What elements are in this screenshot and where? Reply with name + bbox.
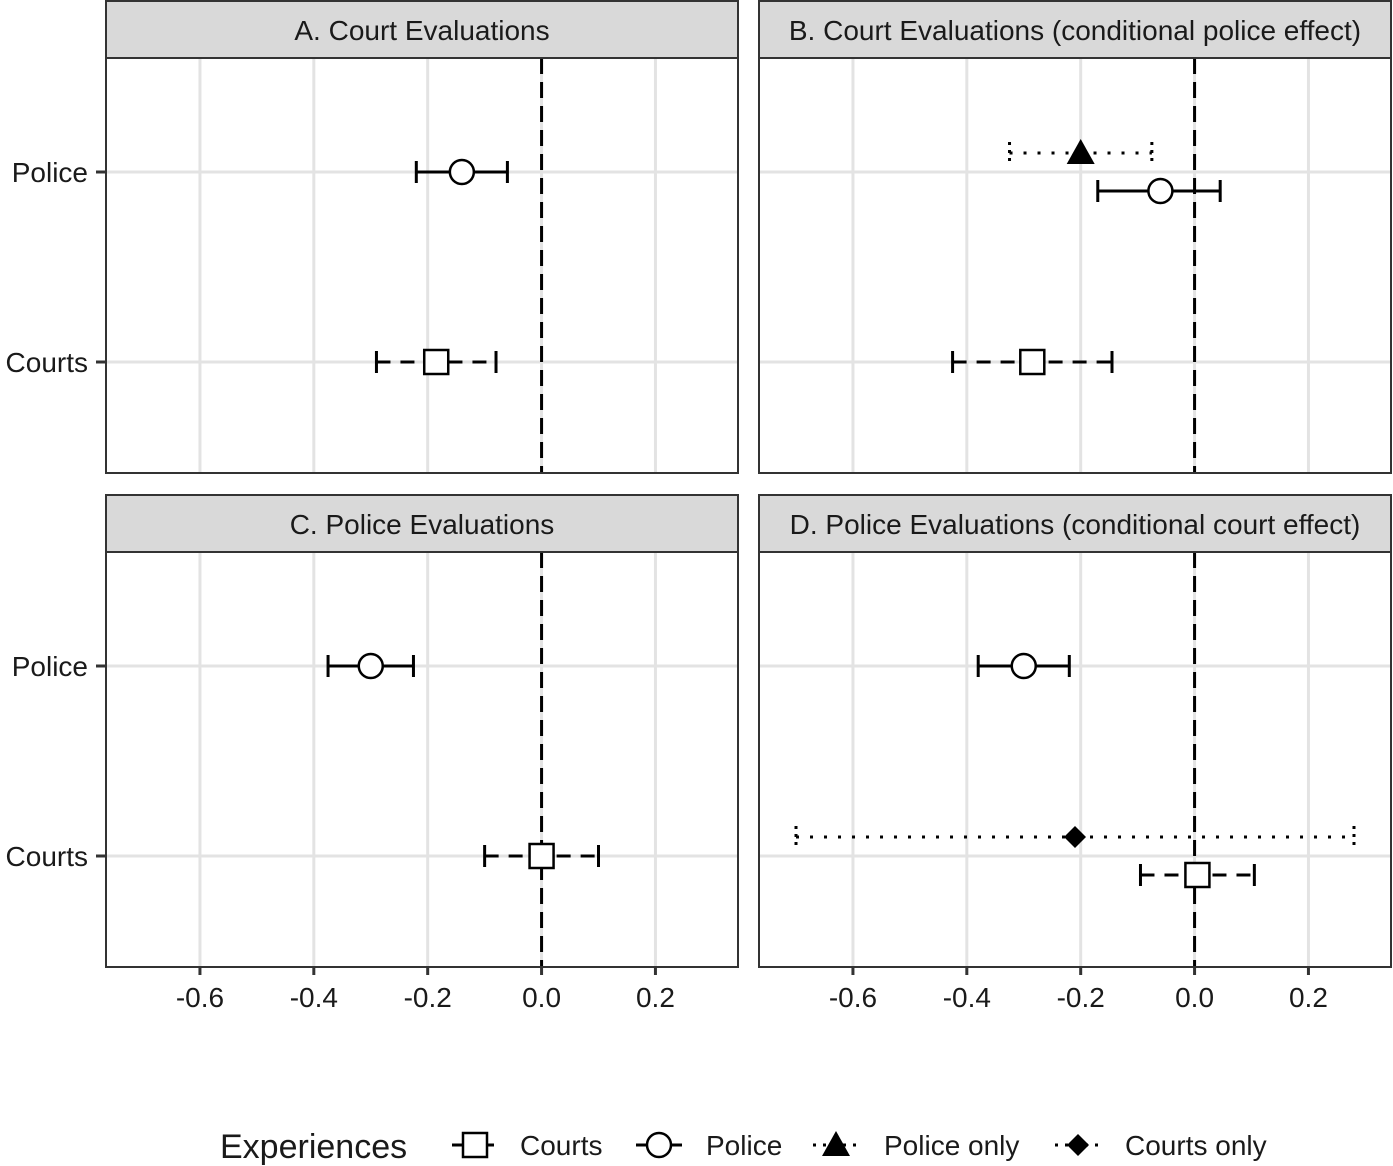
- x-tick-label: -0.6: [176, 982, 224, 1013]
- panel-border: [758, 551, 1392, 968]
- panel-border: [105, 551, 739, 968]
- legend-title: Experiences: [220, 1128, 407, 1166]
- estimate-police: [326, 652, 415, 680]
- circle-marker: [1010, 652, 1038, 680]
- legend-label-courts-only: Courts only: [1125, 1130, 1267, 1161]
- panels-layer: A. Court Evaluations Police Courts B. Court…: [6, 0, 1392, 1013]
- plot-background: [759, 552, 1391, 967]
- panel-strip: [758, 494, 1392, 553]
- legend-label-police: Police: [706, 1130, 782, 1161]
- panel-title: B. Court Evaluations (conditional police…: [789, 15, 1361, 46]
- estimate-police: [414, 158, 509, 186]
- circle-marker: [448, 158, 476, 186]
- x-tick-label: -0.2: [1057, 982, 1105, 1013]
- panel-strip: [758, 0, 1392, 59]
- x-tick-label: -0.2: [404, 982, 452, 1013]
- panel-strip: [105, 494, 739, 553]
- diamond-marker: [1064, 826, 1086, 848]
- plot-background: [106, 58, 738, 473]
- estimate-courts: [951, 348, 1114, 376]
- panel-b: B. Court Evaluations (conditional police…: [758, 0, 1392, 474]
- y-tick-label: Police: [12, 157, 88, 188]
- x-tick-label: -0.4: [290, 982, 338, 1013]
- legend-key-courts-only: [1055, 1134, 1101, 1156]
- estimate-police: [976, 652, 1071, 680]
- diamond-marker: [1067, 1134, 1089, 1156]
- circle-marker: [645, 1131, 673, 1159]
- panel-c: C. Police Evaluations Police Courts -0.6 -0.…: [6, 494, 739, 1013]
- panel-border: [105, 57, 739, 474]
- x-tick-label: 0.0: [1175, 982, 1214, 1013]
- y-tick-label: Police: [12, 651, 88, 682]
- legend-key-courts: [452, 1131, 498, 1159]
- estimate-courts: [483, 842, 601, 870]
- panel-strip: [105, 0, 739, 59]
- estimate-courts: [374, 348, 498, 376]
- plot-background: [759, 58, 1391, 473]
- circle-marker: [1147, 177, 1174, 205]
- square-marker: [422, 348, 450, 376]
- legend-label-police-only: Police only: [884, 1130, 1019, 1161]
- legend: Experiences Courts Police Police only Court…: [220, 1128, 1267, 1166]
- legend-key-police: [636, 1131, 682, 1159]
- estimate-police-only: [1008, 139, 1154, 164]
- square-marker: [461, 1131, 489, 1159]
- legend-key-police-only: [813, 1131, 859, 1156]
- y-tick-label: Courts: [6, 841, 88, 872]
- circle-marker: [357, 652, 385, 680]
- y-tick-label: Courts: [6, 347, 88, 378]
- triangle-marker: [822, 1131, 850, 1156]
- x-tick-label: -0.6: [829, 982, 877, 1013]
- x-tick-label: 0.2: [636, 982, 675, 1013]
- triangle-marker: [1066, 139, 1095, 164]
- square-marker: [528, 842, 555, 870]
- x-tick-label: 0.0: [522, 982, 561, 1013]
- plot-background: [106, 552, 738, 967]
- panel-d: D. Police Evaluations (conditional court…: [758, 494, 1392, 1013]
- estimate-courts-only: [794, 826, 1356, 848]
- panel-border: [758, 57, 1392, 474]
- panel-title: D. Police Evaluations (conditional court…: [790, 509, 1361, 540]
- estimate-courts: [1138, 861, 1256, 889]
- panel-title: A. Court Evaluations: [294, 15, 549, 46]
- legend-label-courts: Courts: [520, 1130, 602, 1161]
- panel-title: C. Police Evaluations: [290, 509, 555, 540]
- estimate-police: [1096, 177, 1222, 205]
- x-tick-label: -0.4: [943, 982, 991, 1013]
- panel-a: A. Court Evaluations Police Courts: [6, 0, 739, 474]
- square-marker: [1184, 861, 1211, 889]
- x-tick-label: 0.2: [1289, 982, 1328, 1013]
- square-marker: [1019, 348, 1046, 376]
